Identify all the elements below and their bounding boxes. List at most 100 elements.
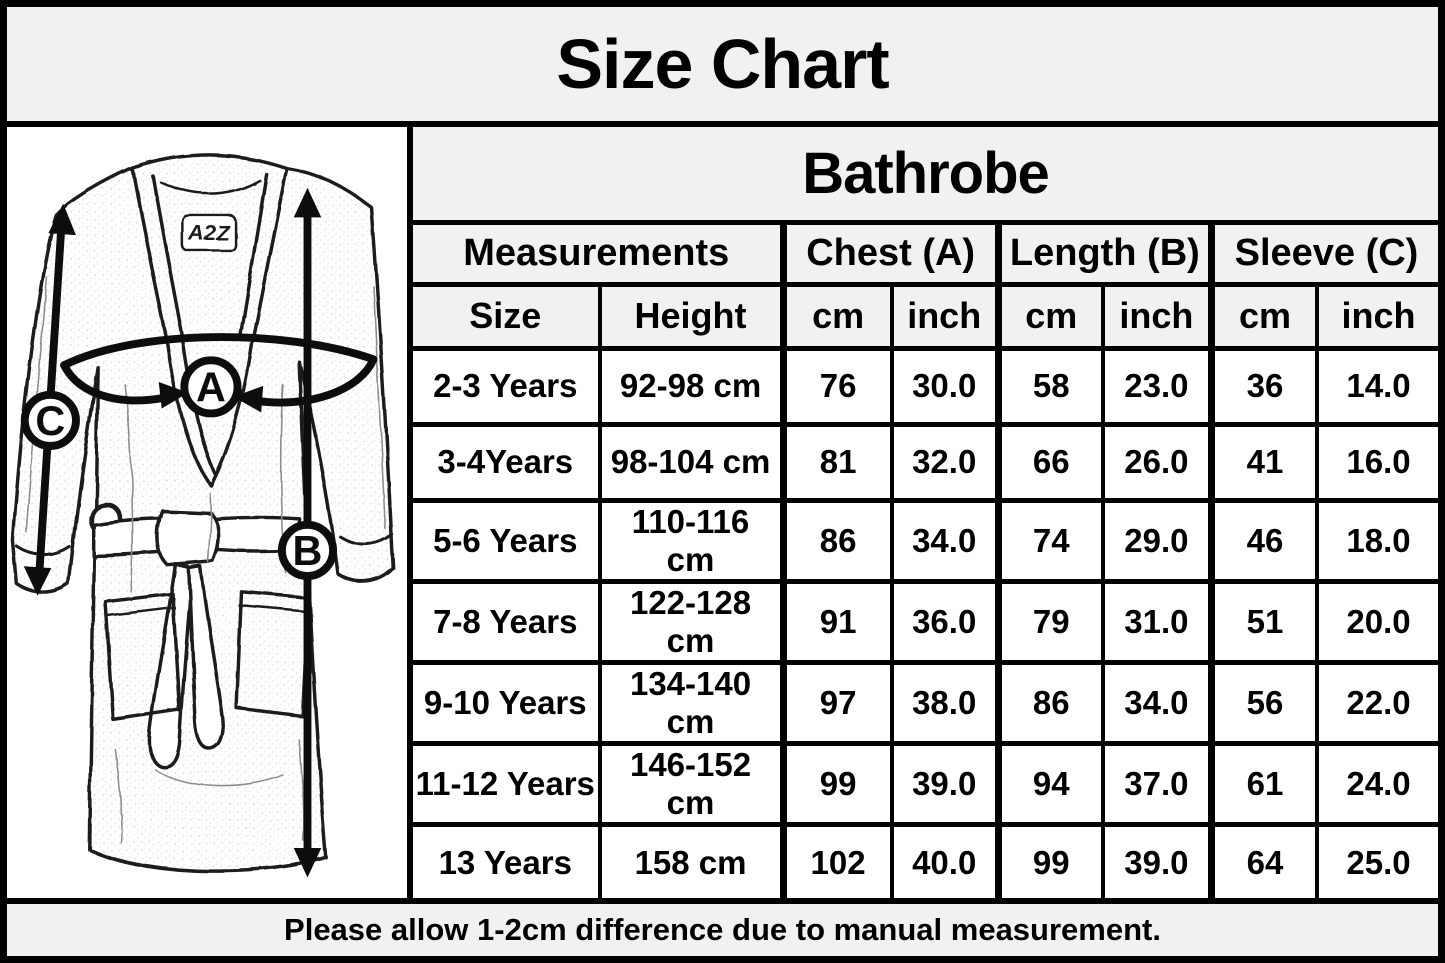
pocket-right-seam <box>238 604 308 613</box>
neckline <box>159 178 261 195</box>
table-cell: 31.0 <box>1100 578 1214 665</box>
table-row: 13 Years 158 cm 102 40.0 99 39.0 64 25.0 <box>413 821 1438 900</box>
table-cell: 34.0 <box>889 497 1001 584</box>
table-cell: 86 <box>994 659 1105 746</box>
table-cell: 5-6 Years <box>413 497 602 584</box>
belt-left <box>91 517 169 559</box>
sub-header-height: Height <box>597 281 786 351</box>
fabric-folds <box>25 275 387 845</box>
belt-knot <box>156 509 221 567</box>
table-cell: 158 cm <box>597 821 786 900</box>
table-cell: 81 <box>779 421 894 503</box>
sleeve-arrowhead-bottom <box>23 566 52 596</box>
table-cell: 134-140 cm <box>597 659 786 746</box>
table-cell: 34.0 <box>1100 659 1214 746</box>
table-cell: 66 <box>994 421 1105 503</box>
table-cell: 36 <box>1207 345 1319 427</box>
pocket-left <box>103 592 182 722</box>
belt-tail-right <box>186 564 225 751</box>
right-lapel-inner <box>237 172 268 340</box>
length-arrowhead-top <box>293 187 322 218</box>
brand-label: A2Z <box>188 220 231 245</box>
group-header-measurements: Measurements <box>413 219 786 287</box>
table-row: 7-8 Years 122-128 cm 91 36.0 79 31.0 51 … <box>413 578 1438 665</box>
table-cell: 7-8 Years <box>413 578 602 665</box>
table-cell: 46 <box>1207 497 1319 584</box>
table-cell: 32.0 <box>889 421 1001 503</box>
belt-tail-left <box>147 562 194 768</box>
bathrobe-illustration: A2Z <box>11 153 395 878</box>
table-cell: 86 <box>779 497 894 584</box>
main-area: A2Z <box>7 127 1438 900</box>
robe-sketch: A2Z <box>11 153 395 874</box>
group-header-chest: Chest (A) <box>779 219 1001 287</box>
table-cell: 2-3 Years <box>413 345 602 427</box>
page-title: Size Chart <box>7 7 1438 127</box>
table-cell: 38.0 <box>889 659 1001 746</box>
marker-c-label: C <box>35 398 65 444</box>
table-cell: 16.0 <box>1315 421 1438 503</box>
table-cell: 37.0 <box>1100 740 1214 827</box>
table-cell: 23.0 <box>1100 345 1214 427</box>
table-cell: 146-152 cm <box>597 740 786 827</box>
table-cell: 122-128 cm <box>597 578 786 665</box>
table-cell: 76 <box>779 345 894 427</box>
table-cell: 39.0 <box>1100 821 1214 900</box>
table-cell: 24.0 <box>1315 740 1438 827</box>
table-cell: 13 Years <box>413 821 602 900</box>
table-cell: 9-10 Years <box>413 659 602 746</box>
sub-header-chest-inch: inch <box>889 281 1001 351</box>
right-cuff-band <box>338 533 394 546</box>
table-cell: 41 <box>1207 421 1319 503</box>
sub-header-chest-cm: cm <box>779 281 894 351</box>
table-cell: 74 <box>994 497 1105 584</box>
table-cell: 64 <box>1207 821 1319 900</box>
table-cell: 20.0 <box>1315 578 1438 665</box>
table-cell: 94 <box>994 740 1105 827</box>
length-arrowhead-bottom <box>293 847 322 878</box>
table-cell: 98-104 cm <box>597 421 786 503</box>
table-cell: 99 <box>994 821 1105 900</box>
chest-tape-right-arc <box>251 355 378 407</box>
table-cell: 25.0 <box>1315 821 1438 900</box>
table-cell: 22.0 <box>1315 659 1438 746</box>
marker-b-label: B <box>293 528 323 574</box>
sub-header-size: Size <box>413 281 602 351</box>
measurement-annotations: A B C <box>20 187 378 878</box>
table-cell: 40.0 <box>889 821 1001 900</box>
table-cell: 91 <box>779 578 894 665</box>
group-header-sleeve: Sleeve (C) <box>1207 219 1438 287</box>
sub-header-length-inch: inch <box>1100 281 1214 351</box>
product-header: Bathrobe <box>413 127 1438 225</box>
bathrobe-illustration-panel: A2Z <box>7 127 413 898</box>
marker-b-circle <box>277 520 338 580</box>
marker-a-circle <box>180 356 242 418</box>
table-cell: 18.0 <box>1315 497 1438 584</box>
marker-a-label: A <box>196 365 226 411</box>
table-row: 2-3 Years 92-98 cm 76 30.0 58 23.0 36 14… <box>413 345 1438 427</box>
chest-tape-left-arc <box>60 361 169 405</box>
chest-arrowhead-left <box>158 381 189 409</box>
table-cell: 51 <box>1207 578 1319 665</box>
table-cell: 110-116 cm <box>597 497 786 584</box>
pocket-left-seam <box>106 606 176 617</box>
table-row: 11-12 Years 146-152 cm 99 39.0 94 37.0 6… <box>413 740 1438 827</box>
table-cell: 11-12 Years <box>413 740 602 827</box>
table-cell: 56 <box>1207 659 1319 746</box>
size-table-panel: Bathrobe Measurements Chest (A) Length (… <box>413 127 1438 900</box>
marker-c-circle <box>20 390 80 450</box>
table-cell: 102 <box>779 821 894 900</box>
size-table: Bathrobe Measurements Chest (A) Length (… <box>413 127 1438 900</box>
chest-arrowhead-right <box>233 385 264 413</box>
table-row: 9-10 Years 134-140 cm 97 38.0 86 34.0 56… <box>413 659 1438 746</box>
sleeve-arrowhead-top <box>48 203 76 236</box>
group-header-length: Length (B) <box>994 219 1214 287</box>
sub-header-sleeve-inch: inch <box>1315 281 1438 351</box>
sub-header-sleeve-cm: cm <box>1207 281 1319 351</box>
table-cell: 26.0 <box>1100 421 1214 503</box>
table-row: 5-6 Years 110-116 cm 86 34.0 74 29.0 46 … <box>413 497 1438 584</box>
table-cell: 36.0 <box>889 578 1001 665</box>
table-cell: 61 <box>1207 740 1319 827</box>
table-cell: 99 <box>779 740 894 827</box>
